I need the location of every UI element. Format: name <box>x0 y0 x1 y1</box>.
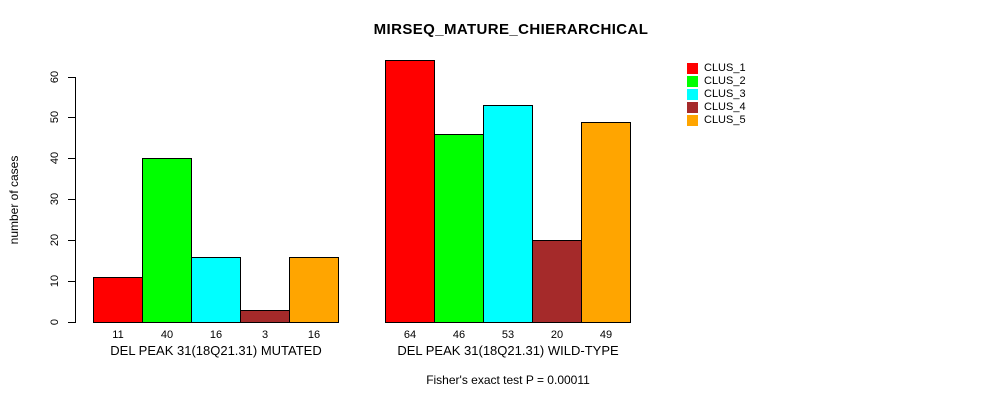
group-axis-label: DEL PEAK 31(18Q21.31) MUTATED <box>110 343 322 358</box>
legend-item: CLUS_5 <box>687 114 746 127</box>
y-tick-mark <box>68 281 75 282</box>
bar-clus_5 <box>581 122 631 323</box>
y-tick-label: 20 <box>49 233 61 247</box>
bar-clus_2 <box>434 134 484 323</box>
y-axis-label: number of cases <box>7 155 21 245</box>
bar-value-label: 16 <box>307 329 321 341</box>
bar-value-label: 64 <box>403 329 417 341</box>
bar-value-label: 49 <box>599 329 613 341</box>
legend-swatch-icon <box>687 89 698 100</box>
legend-label: CLUS_3 <box>704 88 746 100</box>
bar-clus_4 <box>532 240 582 323</box>
legend-swatch-icon <box>687 115 698 126</box>
legend-label: CLUS_5 <box>704 114 746 126</box>
bar-clus_3 <box>483 105 533 323</box>
legend: CLUS_1 CLUS_2 CLUS_3 CLUS_4 CLUS_5 <box>687 62 746 127</box>
legend-swatch-icon <box>687 63 698 74</box>
bar-value-label: 46 <box>452 329 466 341</box>
legend-item: CLUS_4 <box>687 101 746 114</box>
group-axis-label: DEL PEAK 31(18Q21.31) WILD-TYPE <box>397 343 619 358</box>
legend-swatch-icon <box>687 102 698 113</box>
y-tick-label: 50 <box>49 110 61 124</box>
y-tick-mark <box>68 240 75 241</box>
y-tick-label: 60 <box>49 70 61 84</box>
y-tick-mark <box>68 77 75 78</box>
bar-value-label: 16 <box>209 329 223 341</box>
bar-clus_4 <box>240 310 290 323</box>
y-tick-mark <box>68 158 75 159</box>
bar-clus_3 <box>191 257 241 323</box>
bar-value-label: 53 <box>501 329 515 341</box>
y-tick-mark <box>68 117 75 118</box>
bar-clus_1 <box>93 277 143 323</box>
y-axis-line <box>75 77 76 323</box>
y-tick-mark <box>68 199 75 200</box>
bar-clus_2 <box>142 158 192 323</box>
bar-clus_5 <box>289 257 339 323</box>
bar-value-label: 11 <box>112 329 124 341</box>
legend-item: CLUS_2 <box>687 75 746 88</box>
y-tick-label: 40 <box>49 151 61 165</box>
legend-label: CLUS_2 <box>704 75 746 87</box>
legend-swatch-icon <box>687 76 698 87</box>
annotation-text: Fisher's exact test P = 0.00011 <box>426 373 590 387</box>
y-tick-label: 0 <box>49 318 61 326</box>
legend-label: CLUS_1 <box>704 62 746 74</box>
y-tick-mark <box>68 322 75 323</box>
chart-title: MIRSEQ_MATURE_CHIERARCHICAL <box>373 21 649 38</box>
bar-value-label: 40 <box>160 329 174 341</box>
y-tick-label: 30 <box>49 192 61 206</box>
legend-item: CLUS_1 <box>687 62 746 75</box>
legend-item: CLUS_3 <box>687 88 746 101</box>
bar-value-label: 20 <box>550 329 564 341</box>
y-tick-label: 10 <box>49 274 61 288</box>
legend-label: CLUS_4 <box>704 101 746 113</box>
bar-value-label: 3 <box>261 329 269 341</box>
bar-clus_1 <box>385 60 435 323</box>
